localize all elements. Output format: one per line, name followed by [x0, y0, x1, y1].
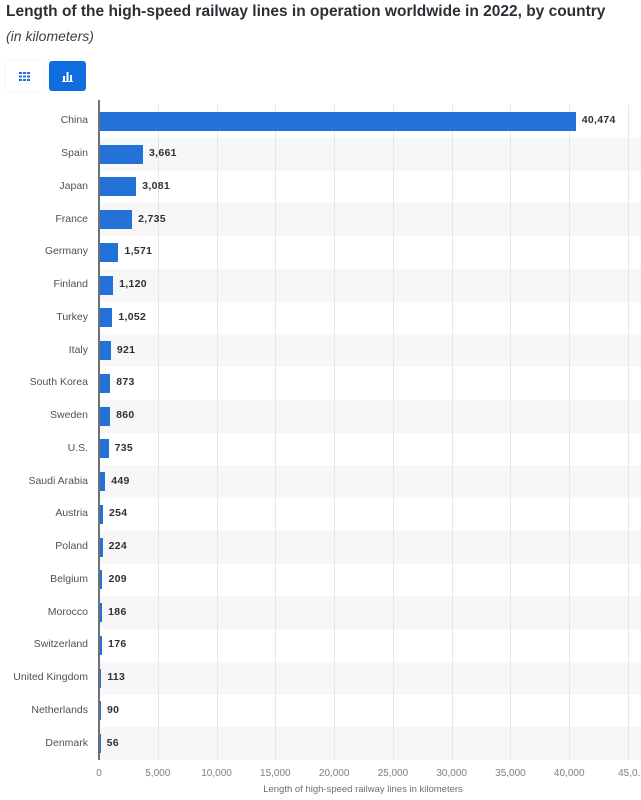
bar[interactable] [100, 308, 113, 328]
value-label: 186 [108, 605, 127, 618]
category-label: Saudi Arabia [28, 474, 88, 487]
chart-subtitle: (in kilometers) [6, 28, 94, 44]
bar[interactable] [100, 177, 137, 197]
category-label: Denmark [45, 736, 88, 749]
x-tick-label: 35,000 [495, 768, 526, 779]
category-label: France [55, 212, 88, 225]
category-label: Spain [61, 147, 88, 160]
gridline [569, 105, 571, 760]
bar[interactable] [100, 635, 103, 655]
bar[interactable] [100, 734, 101, 754]
row-band [99, 596, 641, 629]
value-label: 860 [116, 409, 135, 422]
category-label: Italy [68, 343, 88, 356]
category-label: Poland [55, 540, 88, 553]
value-label: 873 [116, 376, 135, 389]
x-tick-label: 30,000 [436, 768, 467, 779]
category-label: China [60, 114, 88, 127]
category-label: Finland [53, 278, 88, 291]
gridline [275, 105, 277, 760]
x-tick-label: 0 [96, 768, 102, 779]
x-tick-label: 20,000 [318, 768, 350, 779]
value-label: 90 [107, 703, 120, 716]
gridline [216, 105, 218, 760]
gridline [451, 105, 453, 760]
table-view-button[interactable] [6, 61, 43, 91]
bar[interactable] [100, 341, 111, 361]
value-label: 2,735 [138, 212, 166, 225]
value-label: 3,661 [149, 147, 177, 160]
category-label: Netherlands [31, 703, 88, 716]
row-band [99, 268, 641, 302]
bar[interactable] [100, 603, 103, 623]
gridline [392, 105, 394, 760]
gridline [510, 105, 512, 760]
row-band [99, 530, 641, 564]
row-band [99, 203, 641, 236]
bar[interactable] [100, 242, 119, 262]
category-label: United Kingdom [13, 671, 88, 684]
x-axis-label: Length of high-speed railway lines in ki… [263, 784, 463, 795]
x-tick-label: 15,000 [260, 768, 291, 779]
category-label: Japan [59, 179, 88, 192]
bar[interactable] [100, 439, 109, 459]
x-tick-label: 45,0... [618, 768, 641, 779]
category-label: Switzerland [33, 638, 88, 651]
chart-title: Length of the high-speed railway lines i… [6, 3, 606, 20]
bar-chart-icon [62, 71, 73, 82]
gridline [628, 105, 629, 760]
bar[interactable] [100, 537, 103, 557]
value-label: 449 [111, 474, 130, 487]
bar[interactable] [100, 275, 114, 295]
bar[interactable] [100, 701, 102, 721]
value-label: 40,474 [581, 114, 616, 127]
category-label: South Korea [29, 376, 88, 389]
category-label: U.S. [67, 441, 88, 454]
category-label: Morocco [47, 605, 88, 618]
gridline [334, 105, 336, 760]
bar[interactable] [100, 472, 106, 492]
bar[interactable] [100, 570, 103, 590]
row-band [99, 334, 641, 367]
row-band [99, 465, 641, 498]
category-label: Turkey [56, 310, 88, 323]
value-label: 224 [108, 540, 128, 553]
bar[interactable] [100, 210, 133, 230]
value-label: 209 [108, 572, 127, 585]
row-band [99, 727, 641, 760]
value-label: 1,120 [119, 278, 147, 291]
chart-view-button[interactable] [49, 61, 86, 91]
value-label: 735 [114, 441, 134, 454]
x-tick-label: 10,000 [201, 768, 232, 779]
value-label: 254 [108, 507, 128, 520]
value-label: 1,571 [124, 245, 153, 258]
bar[interactable] [100, 504, 103, 524]
category-label: Austria [55, 507, 88, 520]
value-label: 176 [108, 638, 127, 651]
value-label: 921 [116, 343, 136, 356]
value-label: 56 [106, 736, 119, 749]
category-label: Sweden [50, 409, 88, 422]
x-tick-label: 40,000 [553, 768, 585, 779]
value-label: 1,052 [118, 310, 147, 323]
bar[interactable] [100, 373, 111, 393]
category-label: Belgium [50, 572, 88, 585]
bar[interactable] [100, 144, 144, 164]
table-grid-icon [19, 71, 30, 81]
value-label: 113 [107, 671, 126, 684]
row-band [99, 137, 641, 171]
value-label: 3,081 [142, 179, 170, 192]
bar[interactable] [100, 668, 102, 688]
gridline [157, 105, 159, 760]
y-axis-line [98, 100, 100, 760]
x-tick-label: 5,000 [145, 768, 171, 779]
category-label: Germany [44, 245, 88, 258]
row-band [99, 399, 641, 433]
x-tick-label: 25,000 [377, 768, 409, 779]
row-band [99, 661, 641, 695]
bar[interactable] [100, 111, 576, 131]
bar[interactable] [100, 406, 111, 426]
